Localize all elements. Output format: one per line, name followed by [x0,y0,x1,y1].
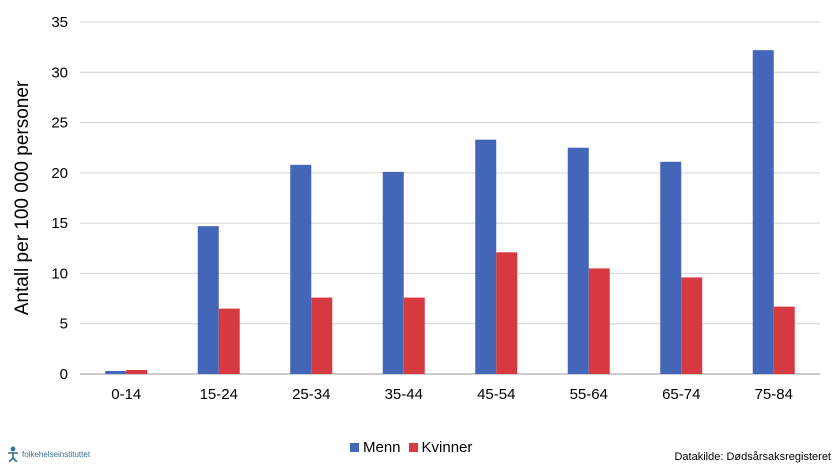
legend-label-kvinner: Kvinner [421,439,473,456]
x-tick-label: 55-64 [570,386,608,403]
legend-label-menn: Menn [363,439,401,456]
bar-menn-25-34 [290,164,312,374]
y-tick-label: 10 [51,265,68,282]
x-tick-label: 25-34 [292,386,330,403]
y-tick-label: 5 [60,316,68,333]
bar-kvinner-15-24 [218,308,240,374]
x-tick-labels: 0-14 15-24 25-34 35-44 45-54 55-64 65-74 75-84 [111,386,793,403]
x-tick-label: 0-14 [111,386,141,403]
y-axis-label: Antall per 100 000 personer [12,80,33,315]
bar-kvinner-75-84 [773,306,795,374]
bar-chart: 0 5 10 15 20 25 30 35 0-14 15-24 25-34 35-44 45-54 5… [12,14,820,403]
bar-menn-65-74 [660,161,682,374]
y-tick-label: 15 [51,215,68,232]
bar-menn-45-54 [475,139,497,374]
y-tick-label: 20 [51,165,68,182]
bar-menn-55-64 [567,147,589,374]
legend-item-kvinner: Kvinner [408,439,473,456]
x-tick-label: 35-44 [385,386,423,403]
legend: Menn Kvinner [350,439,480,456]
x-tick-label: 75-84 [755,386,793,403]
bar-kvinner-65-74 [681,277,703,374]
logo-text: folkehelseinstituttet [22,449,91,459]
bar-menn-0-14 [105,370,127,374]
source-note: Datakilde: Dødsårsaksregisteret [674,451,831,463]
x-tick-label: 65-74 [662,386,700,403]
bar-kvinner-25-34 [311,297,333,374]
x-tick-label: 15-24 [200,386,238,403]
bar-menn-15-24 [197,226,219,374]
bar-menn-75-84 [752,50,774,374]
y-tick-labels: 0 5 10 15 20 25 30 35 [51,14,68,383]
y-tick-label: 0 [60,366,68,383]
bar-kvinner-55-64 [588,268,610,374]
legend-swatch-kvinner [408,443,418,452]
y-tick-label: 25 [51,115,68,132]
bar-menn-35-44 [382,171,404,374]
bar-kvinner-0-14 [126,369,148,374]
bars [105,50,795,374]
x-tick-label: 45-54 [477,386,515,403]
person-icon [8,446,18,462]
legend-item-menn: Menn [350,439,401,456]
legend-swatch-menn [350,443,359,452]
gridlines [80,21,820,375]
bar-kvinner-45-54 [496,252,518,374]
bar-kvinner-35-44 [403,297,425,374]
y-tick-label: 35 [51,14,68,31]
logo: folkehelseinstituttet [6,446,90,462]
y-tick-label: 30 [51,64,68,81]
